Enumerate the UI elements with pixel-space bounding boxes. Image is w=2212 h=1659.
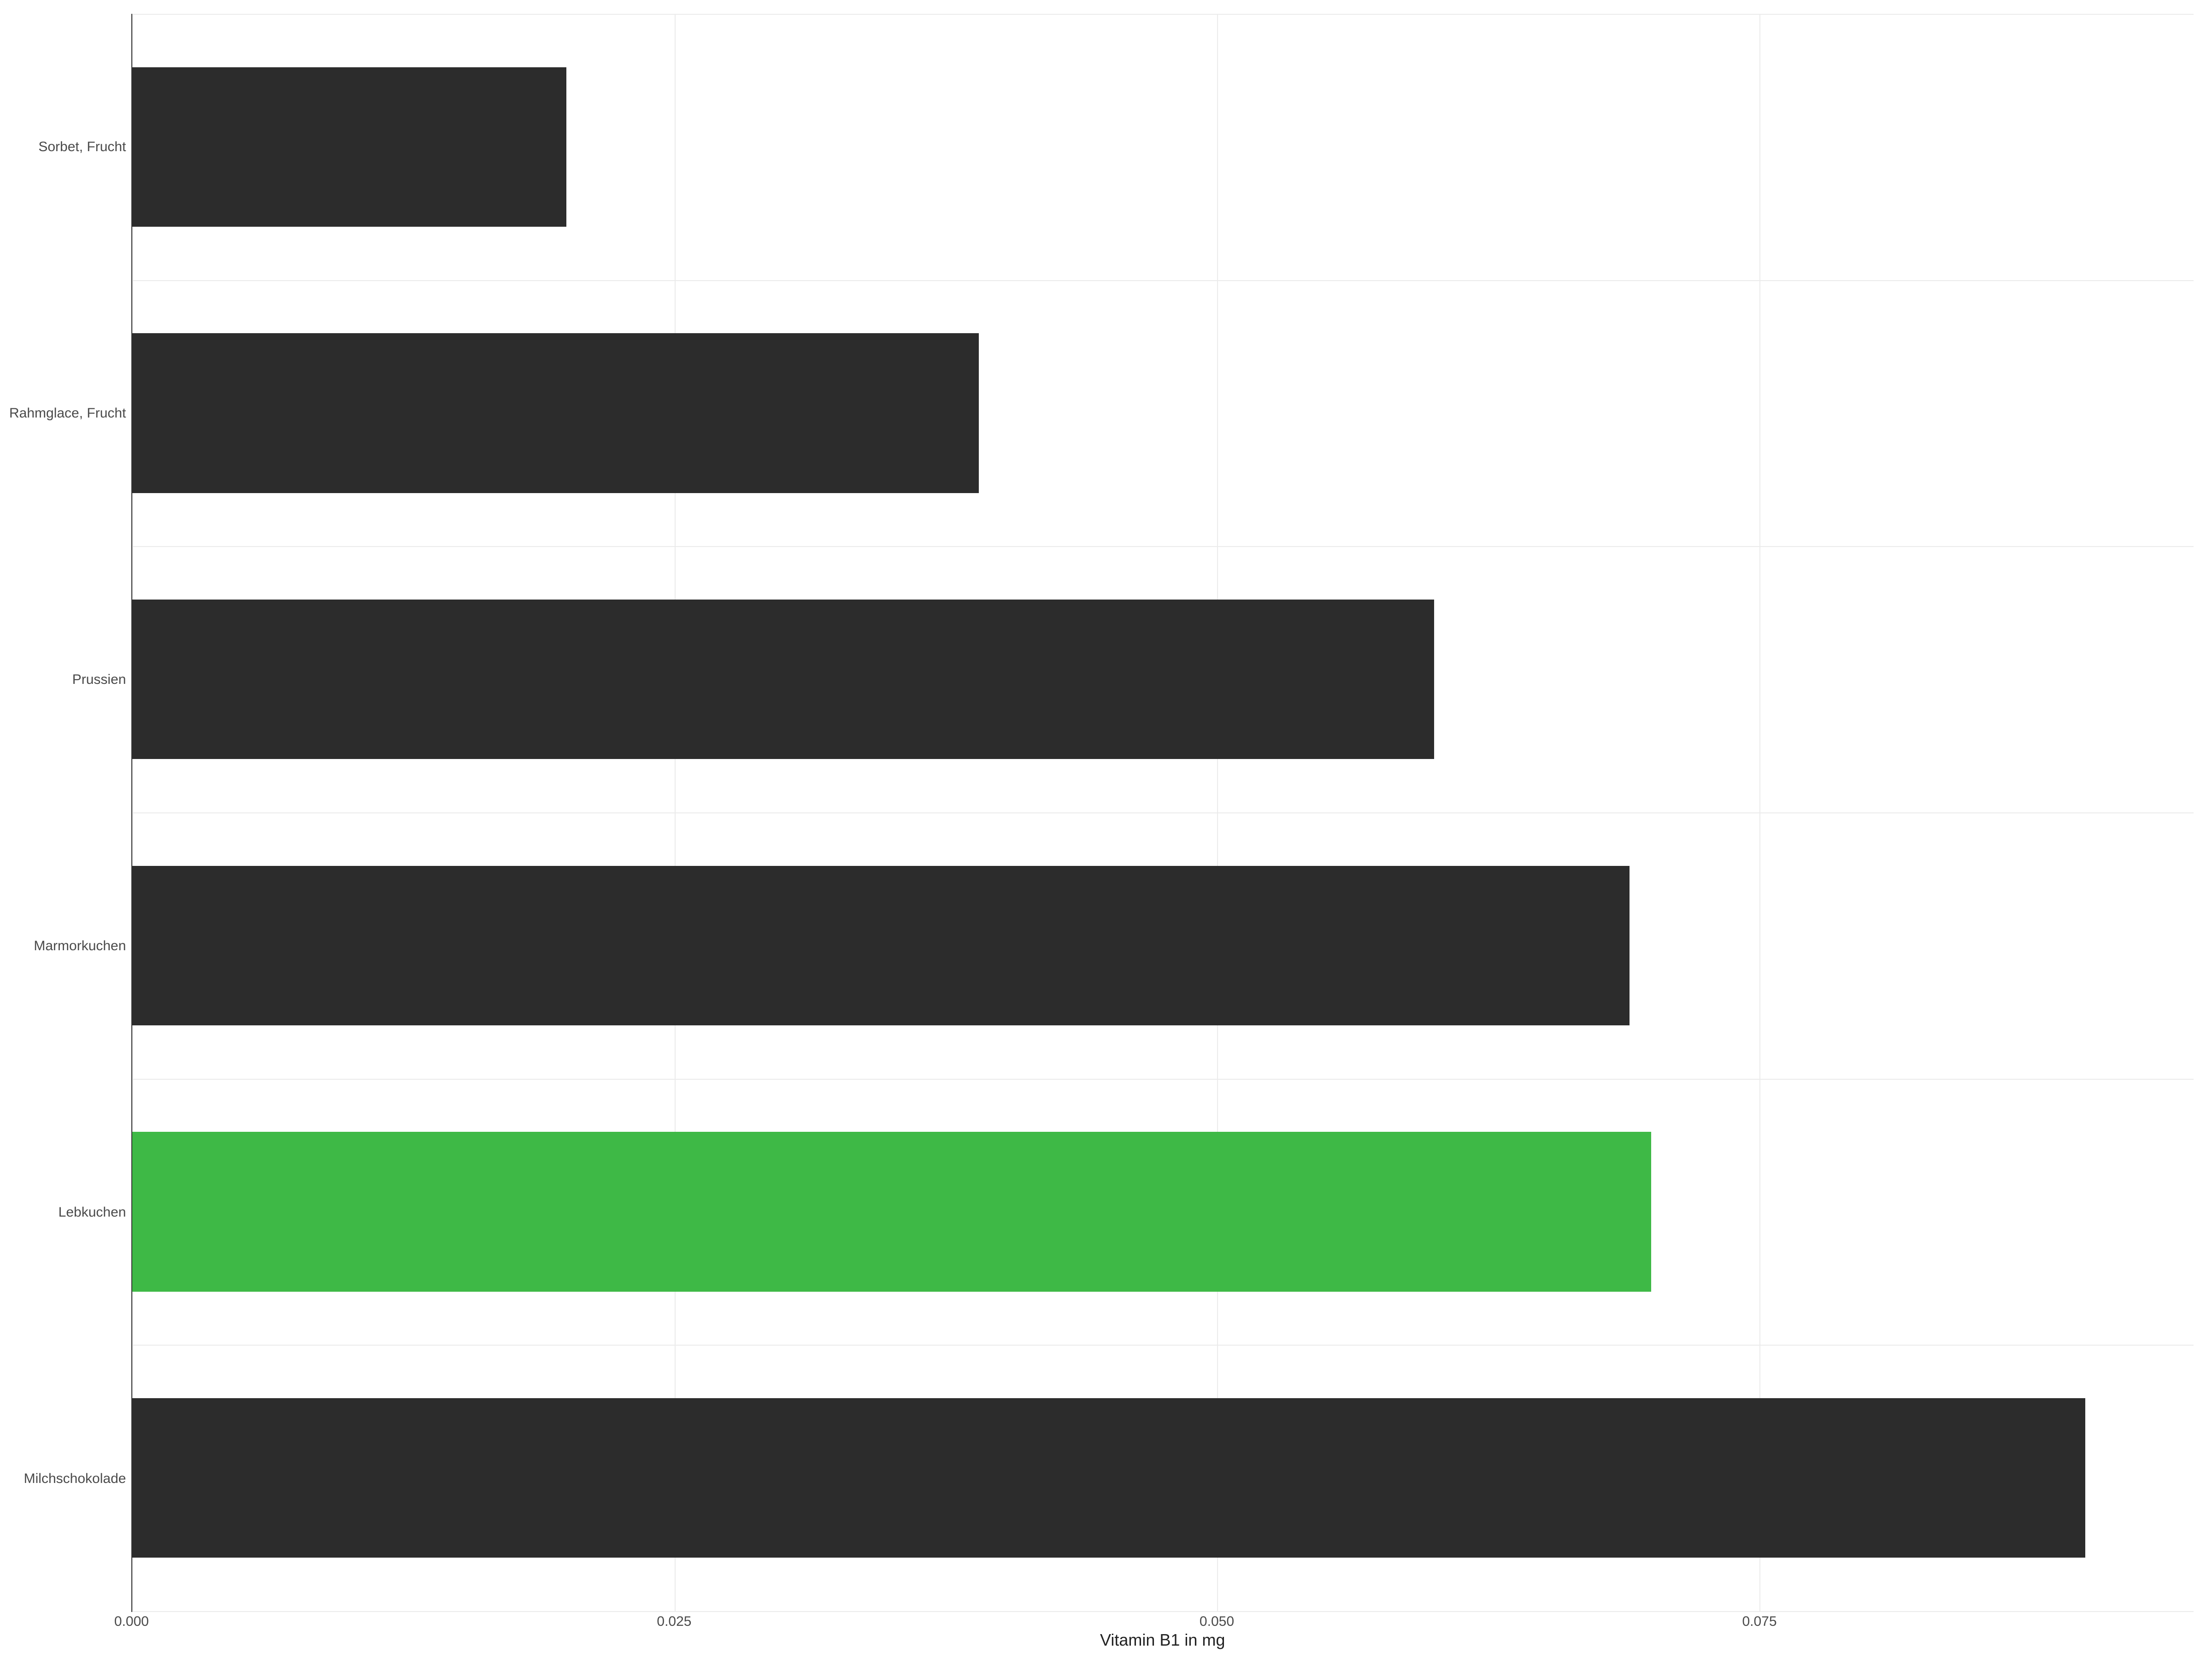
y-axis-label: Lebkuchen [9,1205,126,1220]
x-axis-tick-label: 0.050 [1200,1614,1234,1630]
x-axis-ticks: 0.0000.0250.0500.075 [131,1612,2194,1628]
bar [132,333,978,493]
x-axis-label-row: Vitamin B1 in mg [9,1628,2194,1650]
bar [132,866,1629,1026]
x-axis-tick-label: 0.025 [657,1614,691,1630]
y-axis-label: Milchschokolade [9,1471,126,1487]
bar [132,1132,1651,1292]
x-axis-spacer [9,1612,131,1628]
bars-layer [132,14,2194,1611]
y-axis-labels: Sorbet, Frucht Rahmglace, Frucht Prussien M… [9,14,131,1612]
plot-area [131,14,2194,1612]
bar [132,67,566,227]
bar [132,600,1434,759]
y-axis-label: Prussien [9,672,126,688]
y-axis-label: Sorbet, Frucht [9,139,126,155]
bar [132,1398,2085,1558]
plot-row: Sorbet, Frucht Rahmglace, Frucht Prussien M… [9,14,2194,1612]
x-axis-row: 0.000 0.025 0.050 0.075 [9,1612,2194,1628]
x-axis-label-spacer [9,1628,131,1650]
x-axis-tick-label: 0.075 [1742,1614,1777,1630]
chart-container: Sorbet, Frucht Rahmglace, Frucht Prussien M… [0,0,2212,1659]
y-axis-label: Marmorkuchen [9,938,126,954]
y-axis-label: Rahmglace, Frucht [9,406,126,421]
x-axis-tick-label: 0.000 [114,1614,149,1630]
x-axis-label: Vitamin B1 in mg [131,1628,2194,1650]
